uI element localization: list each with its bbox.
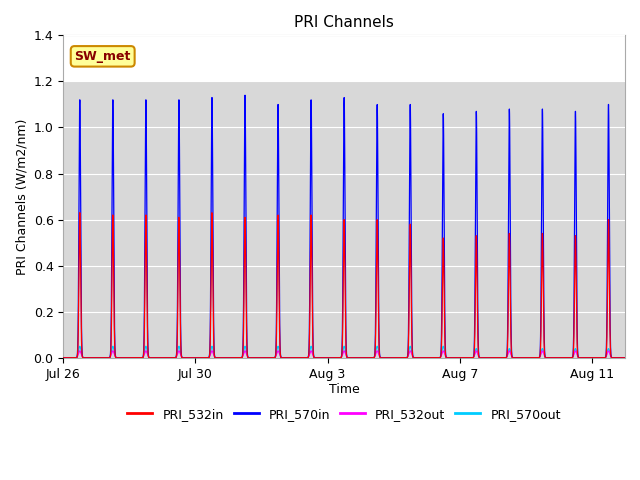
- Text: SW_met: SW_met: [74, 50, 131, 63]
- Title: PRI Channels: PRI Channels: [294, 15, 394, 30]
- Bar: [63, 36, 625, 82]
- Legend: PRI_532in, PRI_570in, PRI_532out, PRI_570out: PRI_532in, PRI_570in, PRI_532out, PRI_57…: [122, 403, 566, 426]
- Y-axis label: PRI Channels (W/m2/nm): PRI Channels (W/m2/nm): [15, 119, 28, 275]
- X-axis label: Time: Time: [329, 384, 360, 396]
